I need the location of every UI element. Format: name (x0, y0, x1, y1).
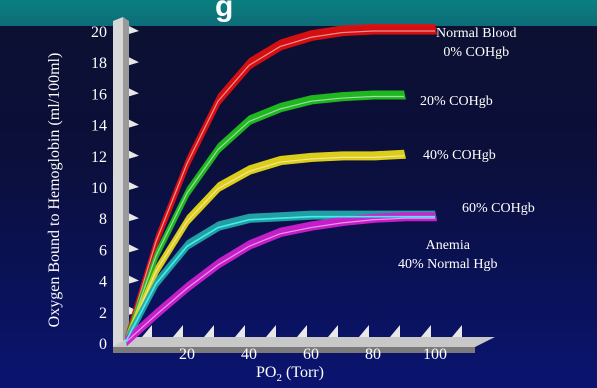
y-axis-wall (113, 17, 123, 347)
y-tick-mark (129, 182, 139, 190)
x-tick-mark (235, 325, 245, 337)
y-tick-label: 20 (91, 24, 107, 41)
annotation-20-cohgb-text: 20% COHgb (420, 94, 493, 109)
ribbon-highlight-2 (124, 155, 405, 344)
annotation-normal-blood-line2: 0% COHgb (443, 45, 510, 60)
x-tick-mark (173, 325, 183, 337)
y-tick-mark (129, 26, 139, 34)
x-axis-floor (113, 337, 495, 347)
y-tick-label: 4 (99, 274, 107, 291)
x-tick-label: 80 (365, 346, 381, 363)
y-tick-label: 18 (91, 55, 107, 72)
x-tick-mark (328, 325, 338, 337)
annotation-normal-blood-line1: Normal Blood (436, 26, 517, 41)
y-tick-label: 2 (99, 305, 107, 322)
annotation-20-cohgb: 20% COHgb (420, 92, 493, 111)
x-axis-floor-edge (113, 347, 475, 353)
x-tick-mark (266, 325, 276, 337)
ribbon-highlight-0 (124, 30, 435, 344)
series-line-60 (124, 215, 435, 344)
y-tick-label: 6 (99, 242, 107, 259)
x-tick-mark (142, 325, 152, 337)
x-tick-label: 20 (179, 346, 195, 363)
ribbon-highlight-4 (124, 217, 435, 344)
y-tick-mark (129, 213, 139, 222)
annotation-anemia-line2: 40% Normal Hgb (398, 257, 498, 272)
x-tick-label: 100 (423, 346, 447, 363)
y-tick-mark (129, 244, 139, 253)
y-tick-label: 10 (91, 180, 107, 197)
annotation-60-cohgb-text: 60% COHgb (462, 201, 535, 216)
y-tick-label: 12 (91, 149, 107, 166)
x-axis-label: PO2 (Torr) (256, 364, 324, 385)
title-bar (0, 0, 597, 26)
y-tick-label: 8 (99, 211, 107, 228)
x-tick-label: 60 (303, 346, 319, 363)
y-axis-label: Oxygen Bound to Hemoglobin (ml/100ml) (46, 52, 63, 328)
ribbon-series-2 (125, 149, 406, 346)
annotation-40-cohgb-text: 40% COHgb (423, 148, 496, 163)
x-tick-label: 40 (241, 346, 257, 363)
slide-title-fragment: g (215, 0, 234, 23)
annotation-40-cohgb: 40% COHgb (423, 146, 496, 165)
y-tick-mark (129, 275, 139, 284)
x-tick-mark (297, 325, 307, 337)
y-axis-wall-side (123, 17, 129, 347)
annotation-anemia: Anemia 40% Normal Hgb (398, 236, 498, 274)
y-tick-mark (129, 150, 139, 159)
x-tick-mark (390, 325, 400, 337)
y-tick-mark (129, 119, 139, 128)
annotation-60-cohgb: 60% COHgb (462, 199, 535, 218)
y-tick-label: 14 (91, 118, 107, 135)
y-tick-label: 0 (99, 336, 107, 353)
annotation-normal-blood: Normal Blood 0% COHgb (436, 24, 517, 62)
x-tick-mark (204, 325, 214, 337)
y-tick-mark (129, 88, 139, 97)
x-tick-mark (421, 325, 431, 337)
y-tick-mark (129, 57, 139, 66)
y-tick-label: 16 (91, 86, 107, 103)
annotation-anemia-line1: Anemia (425, 238, 470, 253)
x-tick-mark (452, 325, 462, 337)
ribbon-series-4 (125, 212, 437, 346)
x-tick-mark (359, 325, 369, 337)
ribbon-highlight-1 (124, 95, 404, 344)
